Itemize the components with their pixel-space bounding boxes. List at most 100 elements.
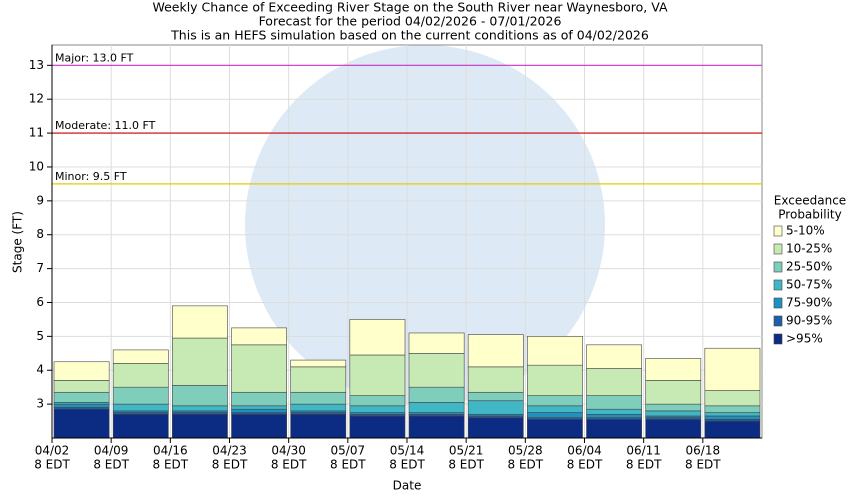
bar-segment	[112, 386, 169, 405]
legend-label: 10-25%	[786, 242, 832, 256]
legend-label: 50-75%	[786, 278, 832, 292]
x-tick-label: 04/30	[271, 444, 306, 458]
legend-swatch	[773, 333, 783, 345]
bar-segment	[53, 380, 110, 393]
y-tick-label: 5	[36, 329, 44, 343]
bar-segment	[231, 327, 287, 346]
bar-segment	[527, 412, 583, 418]
x-tick-time: 8 EDT	[153, 458, 189, 472]
bar-segment	[467, 400, 524, 415]
chart-title: Forecast for the period 04/02/2026 - 07/…	[259, 14, 562, 29]
bar-segment	[290, 413, 347, 439]
threshold-label: Minor: 9.5 FT	[55, 170, 127, 183]
bar-segment	[290, 359, 347, 368]
bar-segment	[53, 408, 110, 439]
legend-swatch	[773, 279, 783, 291]
watermark	[245, 45, 605, 405]
legend-label: 5-10%	[786, 224, 825, 238]
bar-segment	[527, 395, 583, 407]
x-tick-time: 8 EDT	[448, 458, 484, 472]
bar-segment	[231, 408, 287, 413]
x-tick-label: 05/28	[508, 444, 543, 458]
x-tick-time: 8 EDT	[212, 458, 248, 472]
bar-segment	[349, 405, 406, 413]
bar-segment	[112, 349, 169, 364]
bar-segment	[231, 344, 287, 393]
legend-label: 75-90%	[786, 296, 832, 310]
bar-segment	[408, 415, 465, 439]
bar-segment	[408, 402, 465, 413]
legend-title: Exceedance	[774, 194, 846, 208]
bar-segment	[349, 319, 406, 356]
bar-segment	[586, 413, 642, 418]
y-tick-label: 12	[29, 92, 44, 106]
x-tick-label: 06/11	[626, 444, 661, 458]
bar-segment	[349, 395, 406, 407]
bar-segment	[645, 410, 702, 417]
x-tick-label: 04/23	[212, 444, 247, 458]
bar-segment	[53, 403, 110, 408]
bar-segment	[53, 361, 110, 381]
x-tick-time: 8 EDT	[34, 458, 70, 472]
bar-segment	[467, 391, 524, 402]
bar-segment	[53, 391, 110, 403]
bar-segment	[704, 390, 761, 407]
legend-swatch	[773, 243, 783, 255]
chart-title: This is an HEFS simulation based on the …	[170, 28, 649, 43]
bar-segment	[349, 354, 406, 396]
x-tick-label: 05/14	[390, 444, 425, 458]
legend-swatch	[773, 261, 783, 273]
x-tick-time: 8 EDT	[389, 458, 425, 472]
x-tick-time: 8 EDT	[93, 458, 129, 472]
bar-segment	[172, 337, 228, 386]
x-tick-time: 8 EDT	[567, 458, 603, 472]
x-tick-label: 06/18	[686, 444, 721, 458]
bar-segment	[527, 336, 583, 366]
bar-segment	[172, 305, 228, 339]
bar-segment	[704, 405, 761, 413]
bar-segment	[586, 344, 642, 369]
y-tick-label: 6	[36, 295, 44, 309]
x-axis-label: Date	[393, 479, 422, 493]
bar-segment	[467, 366, 524, 393]
bar-segment	[290, 403, 347, 412]
y-tick-label: 7	[36, 261, 44, 275]
x-tick-label: 05/21	[449, 444, 484, 458]
x-tick-time: 8 EDT	[330, 458, 366, 472]
bar-segment	[645, 419, 702, 439]
chart-title: Weekly Chance of Exceeding River Stage o…	[152, 0, 668, 15]
y-tick-label: 11	[29, 126, 44, 140]
bar-segment	[645, 358, 702, 381]
bar-segment	[231, 391, 287, 407]
x-tick-time: 8 EDT	[626, 458, 662, 472]
bar-segment	[231, 405, 287, 410]
bar-segment	[704, 412, 761, 417]
y-tick-label: 8	[36, 227, 44, 241]
x-tick-label: 05/07	[331, 444, 366, 458]
bar-segment	[645, 403, 702, 412]
legend-swatch	[773, 315, 783, 327]
bar-segment	[408, 332, 465, 354]
bar-segment	[172, 385, 228, 407]
bar-segment	[172, 413, 228, 439]
bar-segment	[467, 334, 524, 368]
legend-label: 25-50%	[786, 260, 832, 274]
y-tick-label: 4	[36, 363, 44, 377]
bar-segment	[290, 391, 347, 405]
bar-segment	[704, 420, 761, 439]
bar-segment	[586, 395, 642, 410]
legend-label: >95%	[786, 332, 823, 346]
bar-segment	[467, 417, 524, 439]
bar-segment	[231, 413, 287, 439]
x-tick-time: 8 EDT	[508, 458, 544, 472]
x-tick-label: 04/02	[35, 444, 70, 458]
bar-segment	[704, 347, 761, 391]
bar-segment	[645, 380, 702, 405]
legend-title: Probability	[778, 208, 841, 222]
x-tick-time: 8 EDT	[685, 458, 721, 472]
y-tick-label: 13	[29, 58, 44, 72]
y-tick-label: 10	[29, 159, 44, 173]
bar-segment	[586, 408, 642, 415]
bar-segment	[112, 403, 169, 412]
